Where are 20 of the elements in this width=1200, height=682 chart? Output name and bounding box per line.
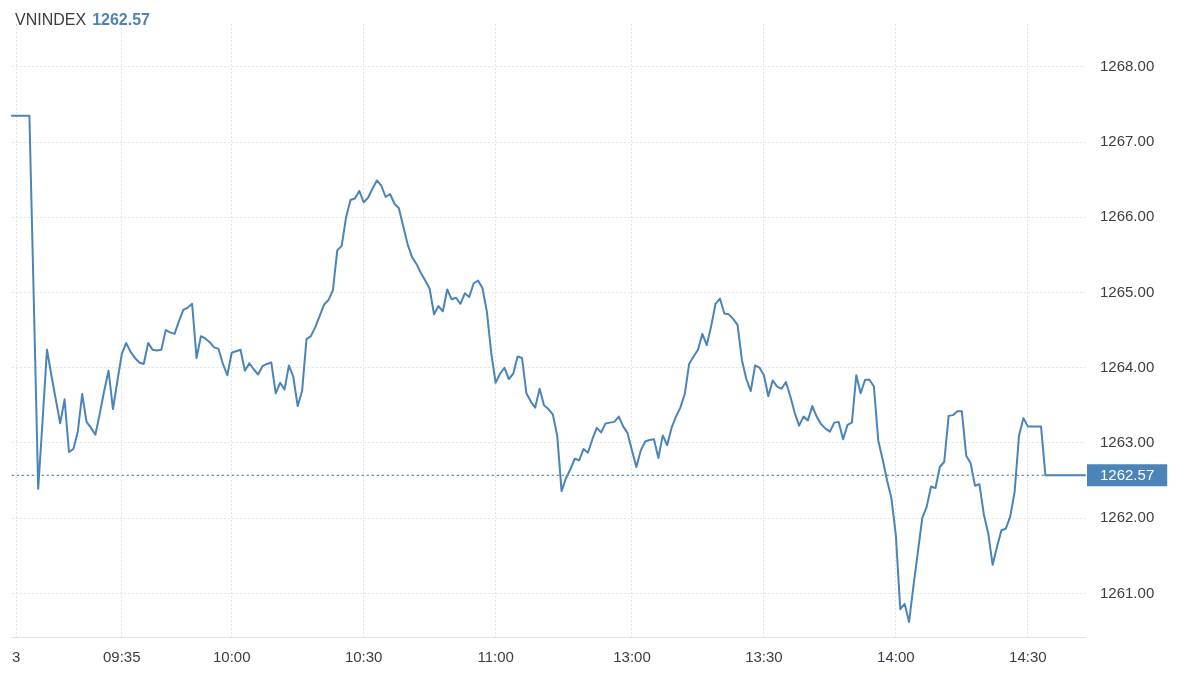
y-tick-label: 1262.00 — [1100, 508, 1155, 526]
chart-title: VNINDEX — [15, 11, 87, 28]
x-tick-label: 13:00 — [613, 648, 651, 666]
y-tick-label: 1264.00 — [1100, 357, 1155, 375]
y-tick-label: 1266.00 — [1100, 207, 1155, 225]
x-tick-label: 09:35 — [102, 648, 141, 666]
y-tick-label: 1263.00 — [1100, 433, 1155, 451]
x-tick-label: 11:00 — [477, 648, 514, 666]
chart-subtitle: 1262.57 — [92, 11, 151, 28]
x-tick-label: 3 — [12, 648, 21, 666]
x-tick-label: 13:30 — [745, 648, 783, 666]
y-tick-label: 1261.00 — [1100, 583, 1155, 601]
x-tick-label: 10:00 — [212, 648, 251, 666]
x-tick-label: 10:30 — [344, 648, 383, 666]
y-tick-label: 1268.00 — [1100, 57, 1155, 75]
x-tick-label: 14:00 — [877, 648, 915, 666]
ref-line-label: 1262.57 — [1100, 466, 1155, 484]
x-tick-label: 14:30 — [1009, 648, 1047, 666]
y-tick-label: 1267.00 — [1100, 132, 1155, 150]
y-tick-label: 1265.00 — [1100, 282, 1155, 300]
